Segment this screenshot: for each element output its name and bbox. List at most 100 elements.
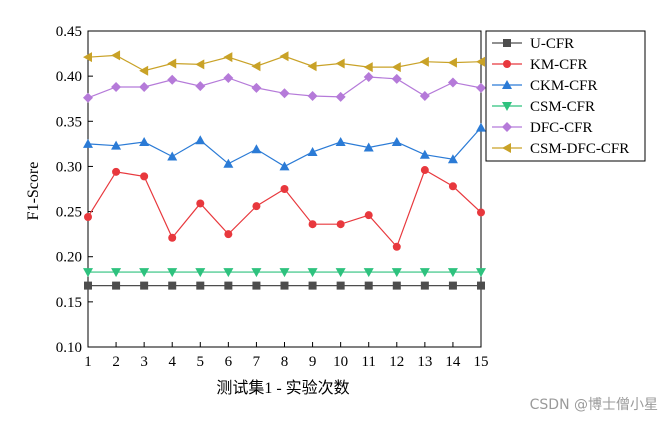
data-point: [279, 268, 290, 278]
data-point: [307, 61, 317, 72]
data-point: [280, 281, 289, 290]
data-point: [168, 281, 177, 290]
data-point: [195, 59, 205, 70]
legend-label: CSM-DFC-CFR: [530, 141, 629, 157]
data-point: [252, 281, 261, 290]
data-point: [112, 281, 121, 290]
x-tick-label: 15: [474, 354, 489, 370]
x-tick-label: 14: [445, 354, 461, 370]
data-point: [252, 202, 261, 211]
y-tick-label: 0.25: [56, 205, 82, 221]
data-point: [308, 220, 317, 229]
legend-label: CKM-CFR: [530, 78, 598, 94]
y-tick-label: 0.40: [56, 69, 82, 85]
y-tick-label: 0.15: [56, 295, 82, 311]
data-point: [84, 281, 92, 290]
data-point: [447, 154, 458, 164]
data-point: [364, 281, 373, 290]
data-point: [335, 58, 345, 69]
legend-item-ckm-cfr: CKM-CFR: [492, 78, 598, 94]
x-axis-label: 测试集1 - 实验次数: [216, 379, 349, 397]
data-point: [83, 138, 93, 148]
x-tick-label: 5: [197, 354, 205, 370]
data-point: [83, 52, 92, 63]
data-point: [196, 281, 205, 290]
data-point: [476, 122, 486, 132]
data-point: [224, 230, 233, 239]
data-point: [335, 91, 346, 102]
y-tick-label: 0.10: [56, 340, 82, 356]
data-point: [477, 208, 485, 217]
data-point: [336, 220, 345, 229]
data-point: [84, 212, 92, 221]
data-point: [139, 137, 150, 147]
data-point: [279, 88, 290, 99]
x-tick-label: 13: [417, 354, 432, 370]
x-tick-label: 2: [112, 354, 120, 370]
x-tick-label: 3: [140, 354, 148, 370]
data-point: [168, 233, 177, 242]
x-tick-label: 11: [361, 354, 375, 370]
series-km-cfr: [84, 166, 485, 251]
legend-marker: [503, 39, 511, 47]
legend-marker: [502, 102, 512, 111]
data-point: [336, 281, 345, 290]
legend-item-u-cfr: U-CFR: [492, 36, 574, 52]
data-point: [363, 72, 374, 83]
data-point: [167, 58, 177, 69]
data-point: [111, 140, 122, 150]
series-line: [87, 127, 482, 168]
data-point: [447, 268, 458, 278]
data-point: [335, 137, 346, 147]
data-point: [447, 77, 458, 88]
data-point: [448, 182, 457, 191]
x-tick-label: 12: [389, 354, 404, 370]
data-point: [251, 61, 261, 72]
x-tick-label: 7: [253, 354, 261, 370]
data-point: [363, 268, 374, 278]
data-point: [420, 166, 429, 175]
data-point: [223, 52, 233, 63]
legend-label: KM-CFR: [530, 57, 588, 73]
data-point: [447, 57, 457, 68]
series-u-cfr: [84, 281, 485, 290]
y-tick-label: 0.35: [56, 114, 82, 130]
data-point: [223, 72, 234, 83]
watermark: CSDN @博士僧小星: [529, 397, 658, 413]
data-point: [391, 137, 402, 147]
data-point: [167, 74, 178, 85]
legend-label: DFC-CFR: [530, 120, 593, 136]
data-point: [419, 91, 430, 102]
data-point: [476, 56, 485, 67]
series-csm-dfc-cfr: [83, 50, 485, 76]
legend-label: U-CFR: [530, 36, 574, 52]
data-point: [140, 281, 149, 290]
data-point: [391, 268, 402, 278]
data-point: [364, 211, 373, 220]
data-point: [167, 151, 178, 161]
data-point: [363, 142, 374, 152]
series-dfc-cfr: [83, 72, 486, 103]
data-point: [420, 281, 429, 290]
data-point: [111, 81, 122, 92]
data-point: [476, 82, 486, 93]
data-point: [392, 281, 401, 290]
data-point: [391, 73, 402, 84]
series-line: [87, 169, 482, 248]
data-point: [476, 268, 486, 278]
data-point: [251, 144, 262, 154]
data-point: [419, 268, 430, 278]
data-point: [307, 268, 318, 278]
data-point: [251, 268, 262, 278]
data-point: [111, 268, 122, 278]
x-tick-label: 6: [225, 354, 233, 370]
legend-item-dfc-cfr: DFC-CFR: [492, 120, 593, 136]
data-point: [280, 185, 289, 193]
legend-marker: [502, 122, 512, 132]
data-point: [307, 91, 318, 102]
y-axis-label: F1-Score: [25, 162, 42, 221]
data-point: [477, 281, 485, 290]
data-point: [140, 172, 149, 181]
data-point: [307, 146, 318, 156]
